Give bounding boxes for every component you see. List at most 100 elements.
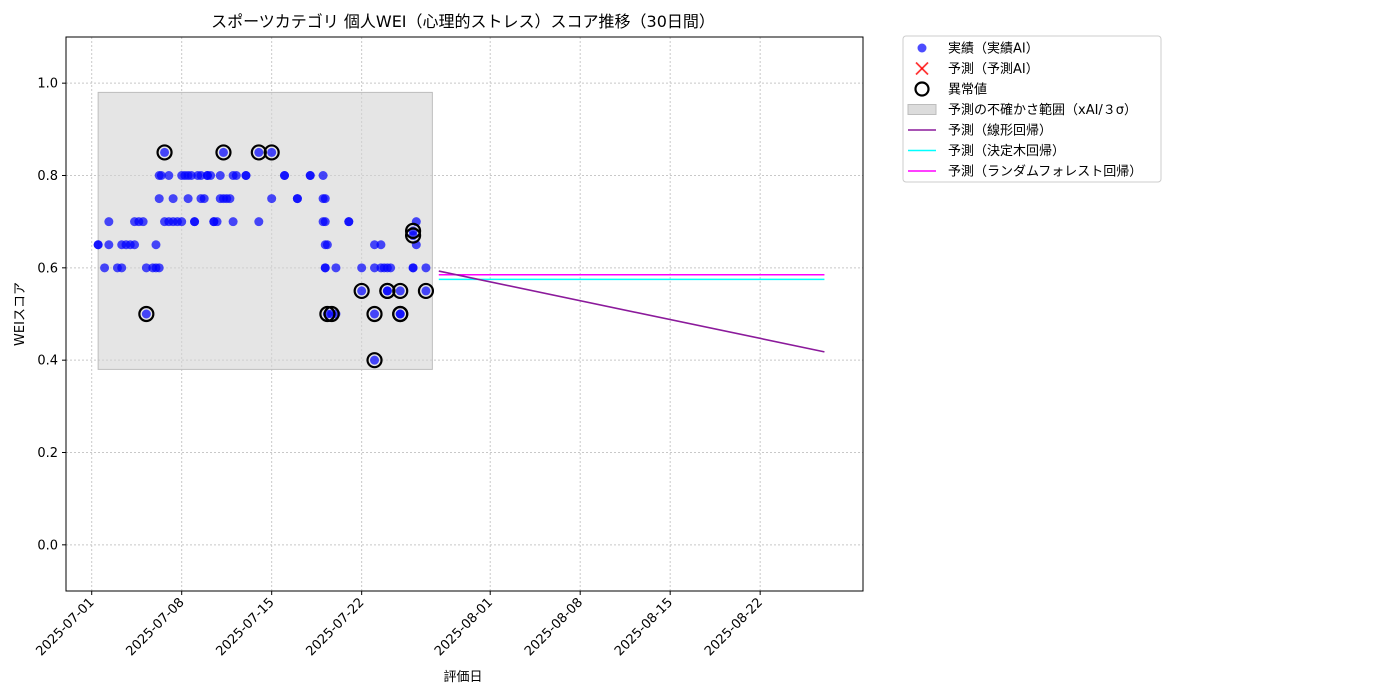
y-tick-label: 0.6 [37, 261, 58, 276]
plot-frame [65, 36, 864, 592]
actual-point [382, 286, 392, 296]
legend-label: 予測（決定木回帰） [948, 143, 1065, 159]
x-tick-label: 2025-08-08 [522, 595, 586, 659]
actual-point [408, 263, 418, 273]
actual-point [160, 147, 170, 157]
anomaly-ring [156, 144, 173, 161]
actual-point [156, 171, 166, 180]
anomaly-ring [404, 222, 422, 239]
legend-box [902, 35, 1162, 183]
anomaly-ring [404, 227, 422, 244]
actual-point [376, 240, 386, 250]
actual-point [154, 194, 164, 204]
legend-marker-actual [917, 43, 927, 53]
actual-point [421, 263, 431, 273]
legend-marker-anomaly [914, 81, 930, 97]
actual-point [241, 171, 251, 180]
actual-point [117, 263, 127, 273]
anomaly-ring [215, 144, 232, 161]
actual-point [370, 240, 380, 250]
anomaly-ring [379, 282, 396, 300]
y-tick-label: 0.0 [37, 538, 58, 553]
anomaly-ring [138, 305, 155, 323]
anomaly-ring [263, 144, 280, 161]
actual-point [267, 147, 277, 157]
legend-marker-band [907, 104, 937, 115]
legend-marker-predicted [915, 61, 929, 76]
prediction-line-linear [438, 270, 825, 353]
legend-label: 予測の不確かさ範囲（xAI/３σ） [948, 102, 1137, 118]
actual-point [168, 194, 178, 204]
x-tick-label: 2025-08-01 [432, 595, 496, 659]
x-axis-ticks: 2025-07-01 2025-07-08 2025-07-15 2025-07-22… [34, 591, 766, 659]
actual-point [196, 171, 206, 180]
legend-label: 予測（予測AI） [948, 62, 1039, 77]
y-axis-label: WEIスコア [13, 282, 28, 346]
plot-border [65, 36, 864, 592]
actual-point [141, 263, 151, 273]
anomaly-markers [138, 144, 435, 369]
y-tick-label: 0.8 [37, 169, 58, 184]
actual-point [190, 217, 200, 227]
legend-cross-stroke [915, 61, 929, 76]
legend-label: 予測（線形回帰） [948, 123, 1052, 139]
x-tick-label: 2025-07-15 [213, 595, 277, 659]
y-tick-label: 0.4 [37, 354, 58, 369]
actual-point [395, 309, 405, 319]
anomaly-ring [417, 282, 435, 300]
actual-point [130, 240, 140, 250]
actual-point [320, 217, 330, 227]
x-axis-label: 評価日 [443, 670, 482, 685]
x-tick-label: 2025-08-22 [702, 595, 766, 659]
actual-point [320, 194, 330, 204]
actual-point [331, 263, 341, 273]
actual-point [322, 240, 332, 250]
anomaly-ring [392, 305, 409, 323]
actual-point [357, 263, 367, 273]
actual-point [186, 171, 196, 180]
actual-point [100, 263, 110, 273]
actual-point [318, 171, 328, 180]
actual-point [93, 240, 103, 250]
y-tick-label: 0.2 [37, 446, 58, 461]
actual-point [305, 171, 315, 180]
actual-point [177, 217, 187, 227]
actual-point [421, 286, 431, 296]
actual-point [104, 240, 114, 250]
actual-point [370, 263, 380, 273]
actual-point [151, 240, 161, 250]
actual-point [104, 217, 114, 227]
actual-point [141, 309, 151, 319]
actual-point [370, 355, 380, 365]
actual-point [320, 263, 330, 273]
x-tick-label: 2025-07-01 [34, 595, 98, 659]
x-tick-label: 2025-07-22 [303, 595, 367, 659]
uncertainty-band [97, 91, 433, 370]
uncertainty-band-rect [97, 91, 433, 370]
actual-point [280, 171, 290, 180]
actual-point [164, 171, 174, 180]
actual-point [218, 147, 228, 157]
actual-point [254, 217, 264, 227]
anomaly-ring [366, 305, 383, 323]
actual-point [183, 194, 193, 204]
actual-point [138, 217, 148, 227]
actual-point [292, 194, 302, 204]
actual-point [357, 286, 367, 296]
actual-point [231, 171, 241, 180]
actual-point [199, 194, 209, 204]
anomaly-ring [392, 282, 409, 300]
actual-points [93, 147, 431, 365]
actual-point [395, 286, 405, 296]
legend-label: 実績（実績AI） [948, 41, 1039, 57]
actual-point [254, 147, 264, 157]
y-axis-ticks: 0.0 0.2 0.4 0.6 0.8 1.0 [37, 77, 66, 553]
actual-point [225, 194, 235, 204]
anomaly-ring [323, 305, 340, 323]
legend-label: 予測（ランダムフォレスト回帰） [948, 164, 1142, 180]
actual-point [154, 263, 164, 273]
y-tick-label: 1.0 [37, 77, 58, 92]
x-tick-label: 2025-07-08 [123, 595, 187, 659]
